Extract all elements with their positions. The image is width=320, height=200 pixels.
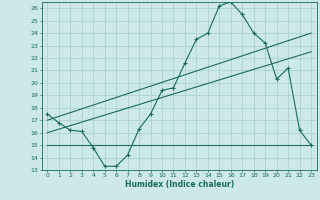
X-axis label: Humidex (Indice chaleur): Humidex (Indice chaleur): [124, 180, 234, 189]
